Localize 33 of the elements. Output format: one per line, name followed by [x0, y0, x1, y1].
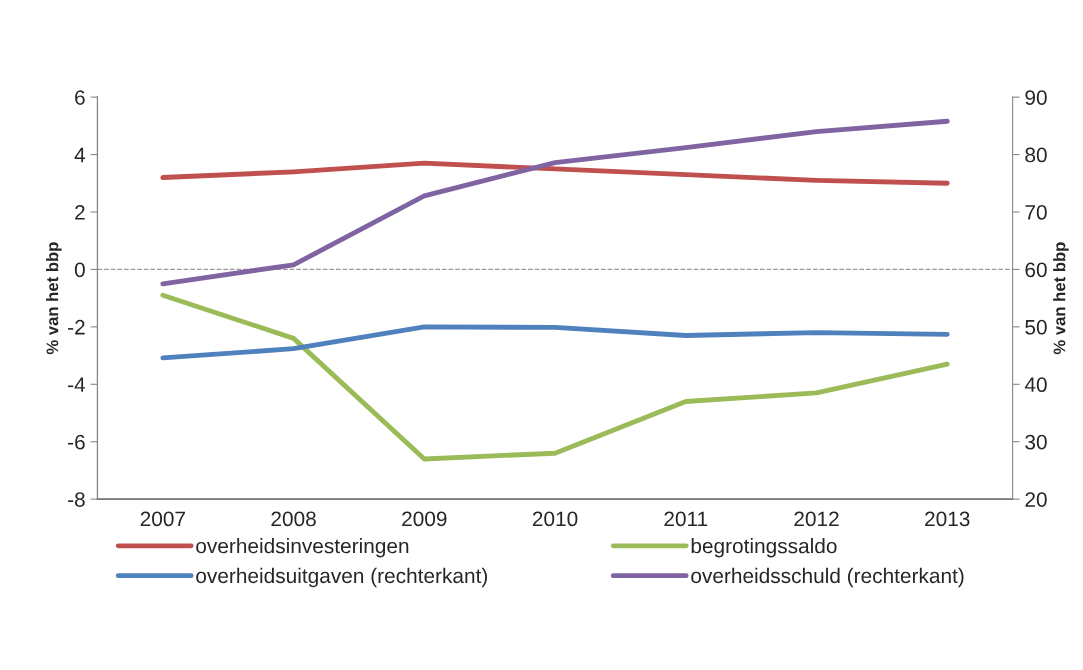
line-series — [160, 324, 950, 361]
y2-tick-label: 30 — [1025, 434, 1047, 450]
x-tick-label: 2012 — [794, 511, 839, 527]
y-tick-label: -2 — [68, 319, 85, 335]
legend-label: overheidsinvesteringen — [196, 538, 409, 558]
line-series — [160, 292, 950, 462]
line-series — [160, 118, 950, 287]
y-tick-label: -4 — [68, 377, 86, 392]
y2-tick-label: 40 — [1024, 377, 1047, 393]
x-tick-label: 2010 — [532, 511, 578, 527]
y-tick-label: 6 — [75, 90, 85, 105]
y2-tick-label: 90 — [1025, 90, 1047, 105]
y2-tick-label: 50 — [1025, 319, 1047, 335]
x-tick-label: 2007 — [140, 511, 185, 527]
y-tick-label: -6 — [68, 434, 85, 450]
legend-label: begrotingssaldo — [691, 538, 837, 558]
y-axis-title: % van het bbp — [46, 242, 62, 355]
line-series — [160, 160, 950, 186]
y2-tick-label: 60 — [1025, 262, 1047, 278]
y2-tick-label: 70 — [1025, 205, 1047, 220]
x-tick-label: 2013 — [925, 511, 970, 527]
y-tick-label: -8 — [68, 492, 85, 507]
legend-label: overheidsuitgaven (rechterkant) — [196, 567, 487, 588]
y-tick-label: 0 — [74, 262, 85, 278]
x-tick-label: 2011 — [664, 511, 708, 527]
x-tick-label: 2008 — [271, 511, 316, 527]
y2-axis-title: % van het bbp — [1053, 242, 1069, 355]
legend-label: overheidsschuld (rechterkant) — [691, 567, 964, 588]
y-tick-label: 4 — [74, 147, 86, 163]
y2-tick-label: 80 — [1025, 147, 1047, 163]
x-tick-label: 2009 — [402, 511, 447, 527]
y-tick-label: 2 — [75, 205, 85, 220]
y2-tick-label: 20 — [1025, 492, 1047, 507]
